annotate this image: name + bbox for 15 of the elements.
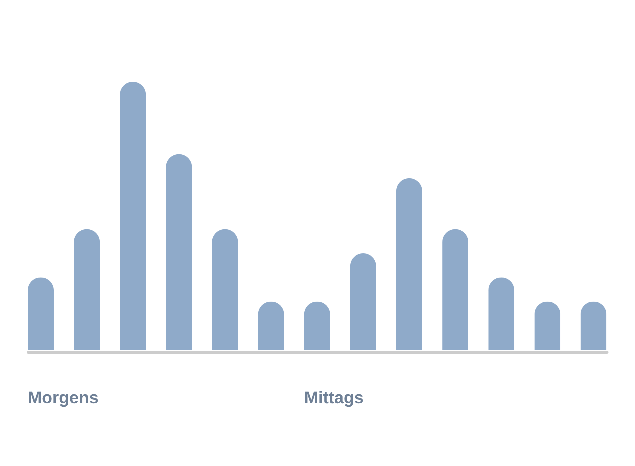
bar [580, 302, 607, 350]
bar [442, 229, 469, 350]
bar [74, 229, 100, 350]
x-tick-label: Mittags [304, 388, 364, 408]
bar [488, 278, 515, 350]
x-tick-label: Morgens [28, 388, 99, 408]
bar [212, 229, 238, 350]
bar [304, 302, 330, 350]
bar [396, 178, 422, 350]
bar [120, 82, 146, 350]
bar [28, 278, 54, 350]
bar [534, 302, 561, 350]
bar [350, 254, 376, 350]
bar [166, 154, 192, 350]
bar [258, 302, 284, 350]
